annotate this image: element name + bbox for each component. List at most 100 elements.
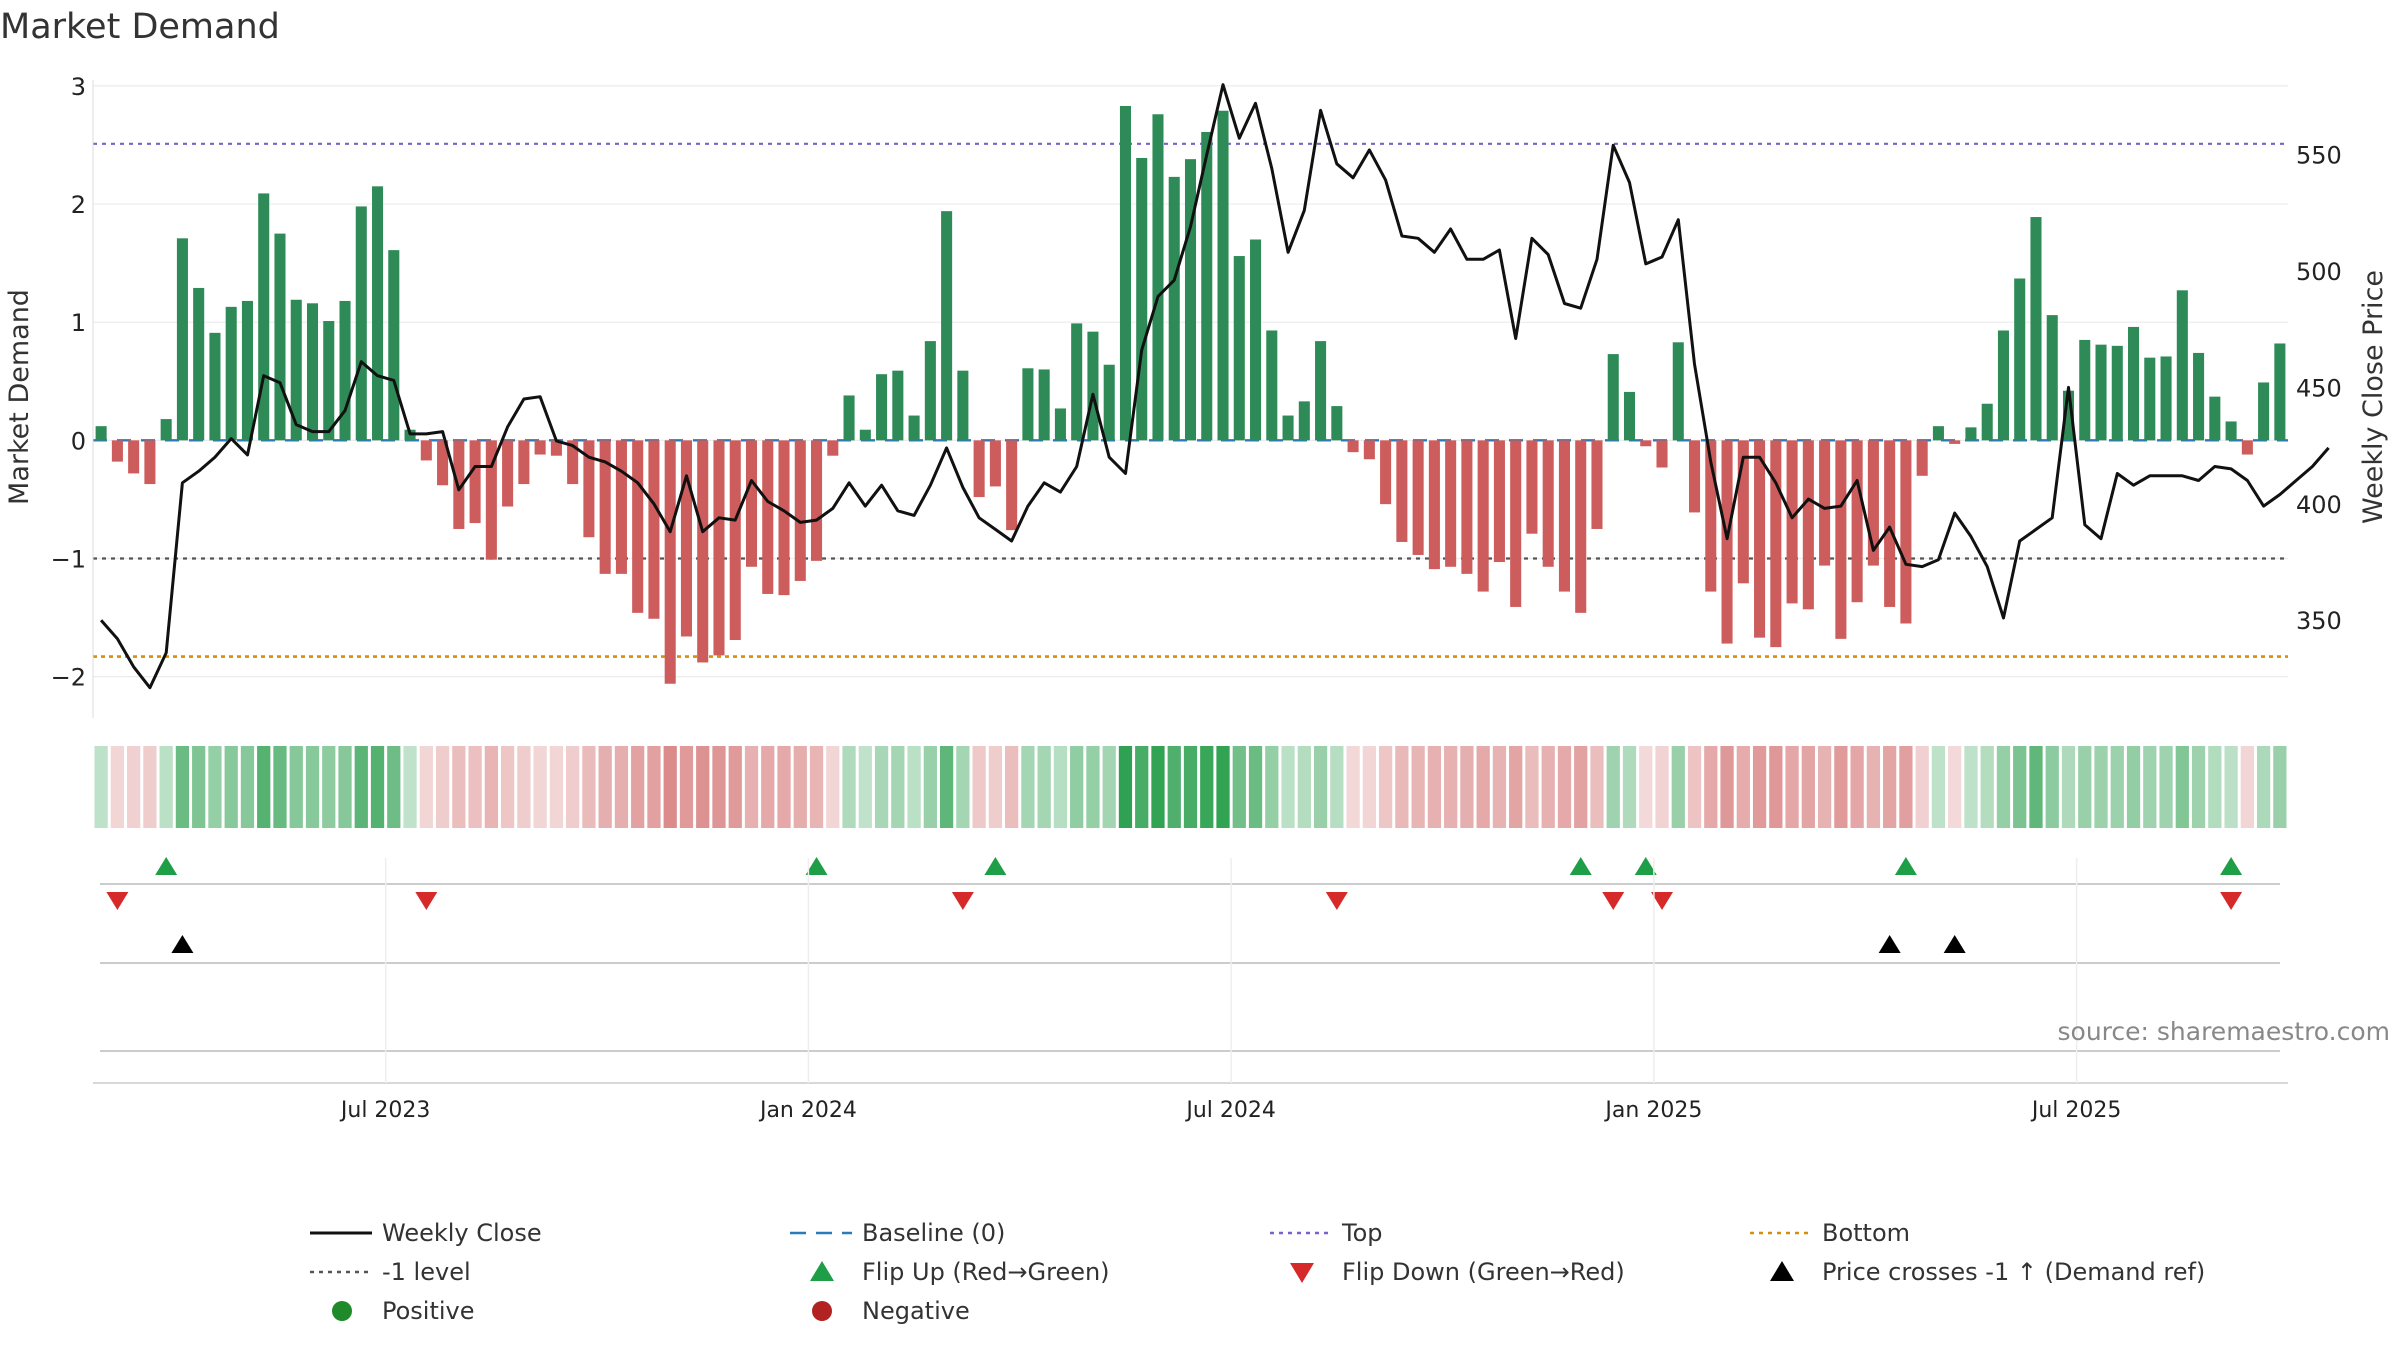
x-tick-label: Jul 2025 — [2030, 1098, 2122, 1123]
bar-positive — [2225, 421, 2237, 441]
bar-positive — [2176, 290, 2188, 441]
heat-cell — [224, 746, 238, 828]
bar-negative — [1428, 440, 1440, 570]
heat-cell — [1915, 746, 1929, 828]
heat-cell — [1378, 746, 1393, 828]
bar-positive — [1136, 157, 1148, 441]
bar-positive — [957, 370, 969, 441]
bar-positive — [1932, 426, 1944, 441]
bar-negative — [144, 440, 156, 485]
heat-cell — [500, 746, 515, 828]
heat-cell — [468, 746, 482, 828]
heat-cell — [1639, 746, 1653, 828]
heat-cell — [972, 746, 986, 828]
heat-cell — [1590, 746, 1604, 828]
flip-down-marker — [1325, 892, 1348, 910]
bar-negative — [534, 440, 546, 455]
bar-negative — [1591, 440, 1603, 529]
heat-cell — [809, 746, 824, 828]
bar-positive — [160, 419, 172, 441]
heat-cell — [517, 746, 531, 828]
legend: Weekly Close Baseline (0) Top Bottom -1 leve… — [310, 1219, 2205, 1325]
heat-cell — [1980, 746, 1994, 828]
heat-cell — [1427, 746, 1442, 828]
heat-cell — [2061, 746, 2076, 828]
heat-cell — [1200, 746, 1214, 828]
bar-positive — [306, 303, 319, 441]
y-tick-label: 2 — [71, 191, 86, 219]
heat-cell — [826, 746, 840, 828]
heat-cell — [1574, 746, 1588, 828]
heat-cell — [2208, 746, 2222, 828]
legend-label: Flip Up (Red→Green) — [862, 1258, 1110, 1286]
heat-cell — [143, 746, 157, 828]
heat-cell — [1655, 746, 1669, 828]
heat-cell — [354, 746, 368, 828]
flip-down-marker — [1651, 892, 1674, 910]
heat-cell — [1931, 746, 1946, 828]
bar-negative — [111, 440, 123, 462]
bar-positive — [2030, 217, 2042, 441]
heat-cell — [1167, 746, 1181, 828]
demand-bars — [95, 105, 2286, 684]
heat-cell — [1671, 746, 1685, 828]
heat-cell — [2159, 746, 2173, 828]
heat-cell — [1005, 746, 1019, 828]
bar-positive — [1298, 401, 1310, 441]
bar-positive — [2274, 343, 2286, 441]
chart-title: Market Demand — [0, 7, 280, 47]
heat-cell — [1444, 746, 1458, 828]
heat-cell — [1687, 746, 1702, 828]
heat-cell — [1525, 746, 1539, 828]
source-label: source: sharemaestro.com — [2058, 1017, 2391, 1046]
bar-positive — [2209, 396, 2221, 441]
heat-cell — [2256, 746, 2271, 828]
flip-up-marker — [1634, 857, 1657, 875]
heat-cell — [1606, 746, 1620, 828]
bar-negative — [1819, 440, 1831, 566]
bar-negative — [550, 440, 562, 456]
bar-positive — [176, 238, 188, 441]
heat-cell — [1281, 746, 1295, 828]
legend-label: Baseline (0) — [862, 1219, 1005, 1247]
heat-cell — [1460, 746, 1474, 828]
y-axis-label: Market Demand — [4, 289, 35, 505]
bar-positive — [1315, 341, 1327, 441]
heat-cell — [858, 746, 872, 828]
heat-cell — [1102, 746, 1116, 828]
legend-item: Positive — [332, 1297, 475, 1325]
bar-positive — [193, 287, 205, 441]
bar-negative — [973, 440, 985, 498]
bar-negative — [1770, 440, 1782, 648]
heat-cell — [1411, 746, 1425, 828]
bar-positive — [95, 426, 107, 441]
flip-up-marker — [984, 857, 1007, 875]
bar-positive — [323, 321, 335, 441]
heat-cell — [1297, 746, 1311, 828]
heat-cell — [842, 746, 856, 828]
y-tick-label: 1 — [71, 309, 86, 337]
bar-positive — [388, 250, 400, 441]
heat-cell — [647, 746, 661, 828]
bar-negative — [1380, 440, 1392, 505]
heat-cell — [712, 746, 726, 828]
heat-cell — [240, 746, 255, 828]
heat-cell — [761, 746, 775, 828]
price-cross-marker — [1878, 935, 1901, 953]
legend-label: Price crosses -1 ↑ (Demand ref) — [1822, 1258, 2205, 1286]
bar-positive — [2258, 382, 2270, 441]
heat-cell — [192, 746, 206, 828]
legend-item: Weekly Close — [310, 1219, 542, 1247]
bar-positive — [339, 300, 351, 441]
heat-cell — [1557, 746, 1572, 828]
heat-cell — [387, 746, 401, 828]
heat-cell — [956, 746, 970, 828]
bar-negative — [762, 440, 774, 594]
heat-cell — [2110, 746, 2124, 828]
heat-cell — [322, 746, 336, 828]
bar-negative — [1412, 440, 1424, 555]
bar-negative — [485, 440, 497, 560]
legend-swatch — [332, 1301, 352, 1321]
axes: 3 2 1 0 −1 −2 550 500 450 400 350 — [51, 73, 2342, 718]
y-tick-label: 3 — [71, 73, 86, 101]
